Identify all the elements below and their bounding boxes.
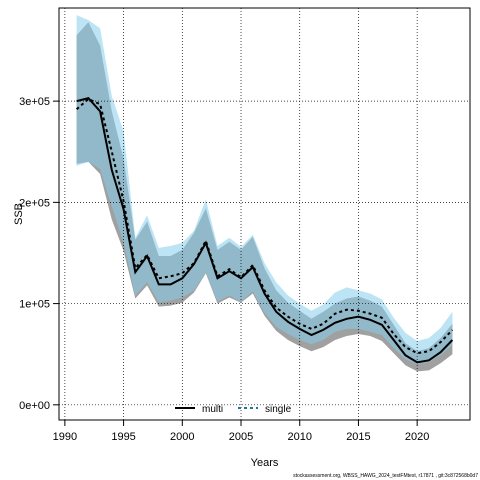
confidence-bands [76,15,453,372]
legend-label-multi: multi [202,404,223,415]
y-tick-label-200000: 2e+05 [19,197,50,209]
band-single [76,15,453,365]
x-axis-title: Years [251,457,279,469]
x-tick-label-2010: 2010 [287,431,311,443]
x-tick-label-2000: 2000 [170,431,194,443]
y-tick-label-0: 0e+00 [19,400,50,412]
x-axis: 1990 1995 2000 2005 2010 2015 2020 [53,419,429,443]
legend: multi single [175,404,292,415]
footer-caption: stockassessment.org, WBSS_HAWG_2024_test… [293,473,478,479]
x-tick-label-1995: 1995 [111,431,135,443]
legend-label-single: single [265,404,292,415]
line-multi [76,96,454,364]
x-tick-label-1990: 1990 [53,431,77,443]
series-lines [75,96,454,364]
y-axis: 0e+00 1e+05 2e+05 3e+05 [19,96,59,412]
x-tick-label-2020: 2020 [405,431,429,443]
y-tick-label-300000: 3e+05 [19,96,50,108]
x-tick-label-2015: 2015 [346,431,370,443]
x-tick-label-2005: 2005 [229,431,253,443]
grid-lines [59,8,470,420]
y-axis-title: SSB [13,203,25,225]
band-multi [76,22,453,372]
line-single [75,97,454,355]
y-tick-label-100000: 1e+05 [19,299,50,311]
